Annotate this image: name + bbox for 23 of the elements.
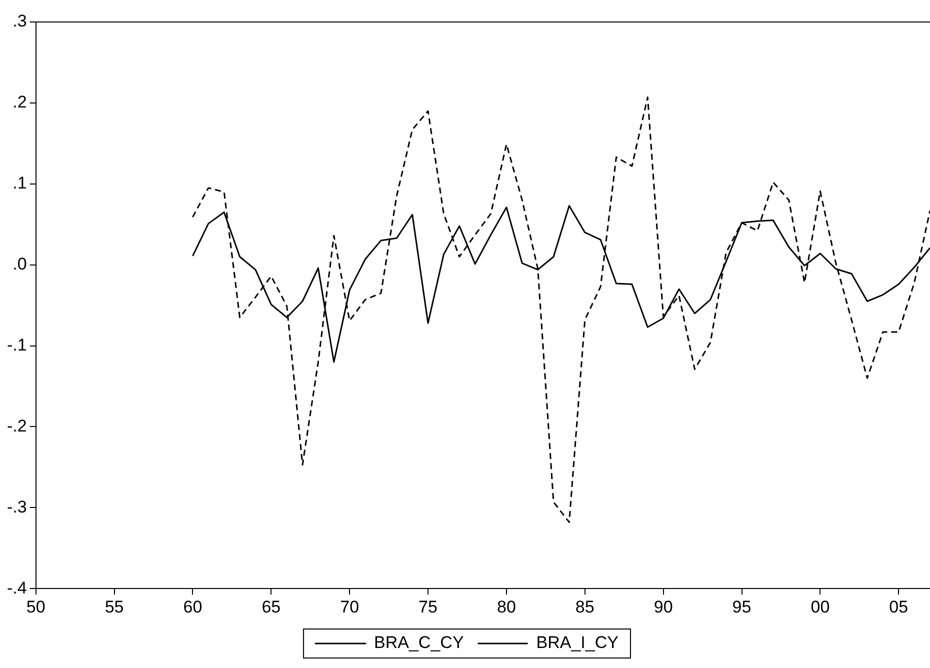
x-tick-label: 75 xyxy=(418,597,438,616)
x-tick-label: 95 xyxy=(732,597,752,616)
y-tick-label: .1 xyxy=(12,174,27,193)
y-tick-label: -.1 xyxy=(6,335,27,354)
y-tick-label: -.4 xyxy=(6,578,27,598)
x-tick-label: 60 xyxy=(183,597,202,616)
x-tick-label: 00 xyxy=(810,597,830,616)
line-series xyxy=(192,96,930,523)
x-tick-label: 55 xyxy=(104,597,124,616)
x-tick-label: 80 xyxy=(496,597,516,616)
y-tick-label: .3 xyxy=(12,12,27,31)
x-tick-label: 05 xyxy=(889,597,908,616)
legend-label: BRA_I_CY xyxy=(536,633,618,652)
x-tick-label: 70 xyxy=(340,597,360,616)
y-tick-label: -.3 xyxy=(6,497,27,516)
y-tick-label: -.2 xyxy=(6,416,27,436)
x-tick-label: 65 xyxy=(262,597,281,616)
y-tick-label: .0 xyxy=(12,254,27,274)
x-tick-label: 85 xyxy=(575,597,594,616)
x-tick-label: 90 xyxy=(654,597,673,616)
legend-label: BRA_C_CY xyxy=(374,633,464,652)
y-tick-label: .2 xyxy=(12,92,27,112)
x-tick-label: 50 xyxy=(26,597,46,616)
